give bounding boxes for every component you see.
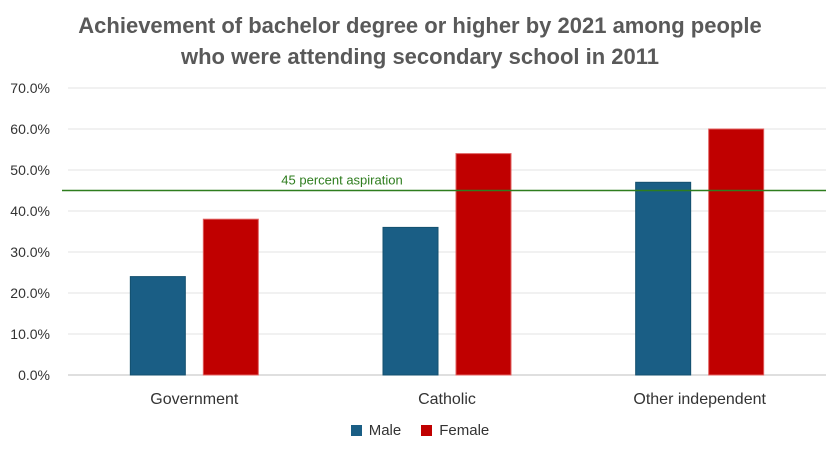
- bar-female: [455, 153, 512, 376]
- x-tick-label: Other independent: [633, 391, 766, 408]
- y-tick-label: 40.0%: [10, 203, 50, 219]
- y-tick-label: 10.0%: [10, 326, 50, 342]
- legend-swatch-female: [421, 425, 433, 436]
- chart-title-line-1: Achievement of bachelor degree or higher…: [78, 13, 762, 38]
- reference-line-label: 45 percent aspiration: [281, 173, 402, 188]
- bar-male: [382, 226, 439, 376]
- y-tick-label: 20.0%: [10, 285, 50, 301]
- y-tick-label: 60.0%: [10, 121, 50, 137]
- legend-swatch-male: [350, 425, 362, 436]
- bar-female: [202, 218, 259, 376]
- bar-male: [635, 181, 692, 376]
- y-tick-label: 50.0%: [10, 162, 50, 178]
- y-tick-label: 0.0%: [18, 367, 50, 383]
- legend-item-female: Female: [421, 422, 489, 439]
- y-tick-label: 30.0%: [10, 244, 50, 260]
- chart-title-line-2: who were attending secondary school in 2…: [180, 44, 660, 69]
- bar-male: [129, 276, 186, 376]
- chart-title: Achievement of bachelor degree or higher…: [0, 10, 840, 72]
- legend-label-female: Female: [439, 422, 490, 439]
- y-tick-label: 70.0%: [10, 80, 50, 96]
- legend-item-male: Male: [350, 422, 402, 439]
- x-tick-label: Catholic: [418, 391, 476, 408]
- bar-female: [708, 128, 765, 376]
- legend-label-male: Male: [368, 422, 402, 439]
- x-tick-label: Government: [150, 391, 239, 408]
- legend: Male Female: [0, 422, 840, 439]
